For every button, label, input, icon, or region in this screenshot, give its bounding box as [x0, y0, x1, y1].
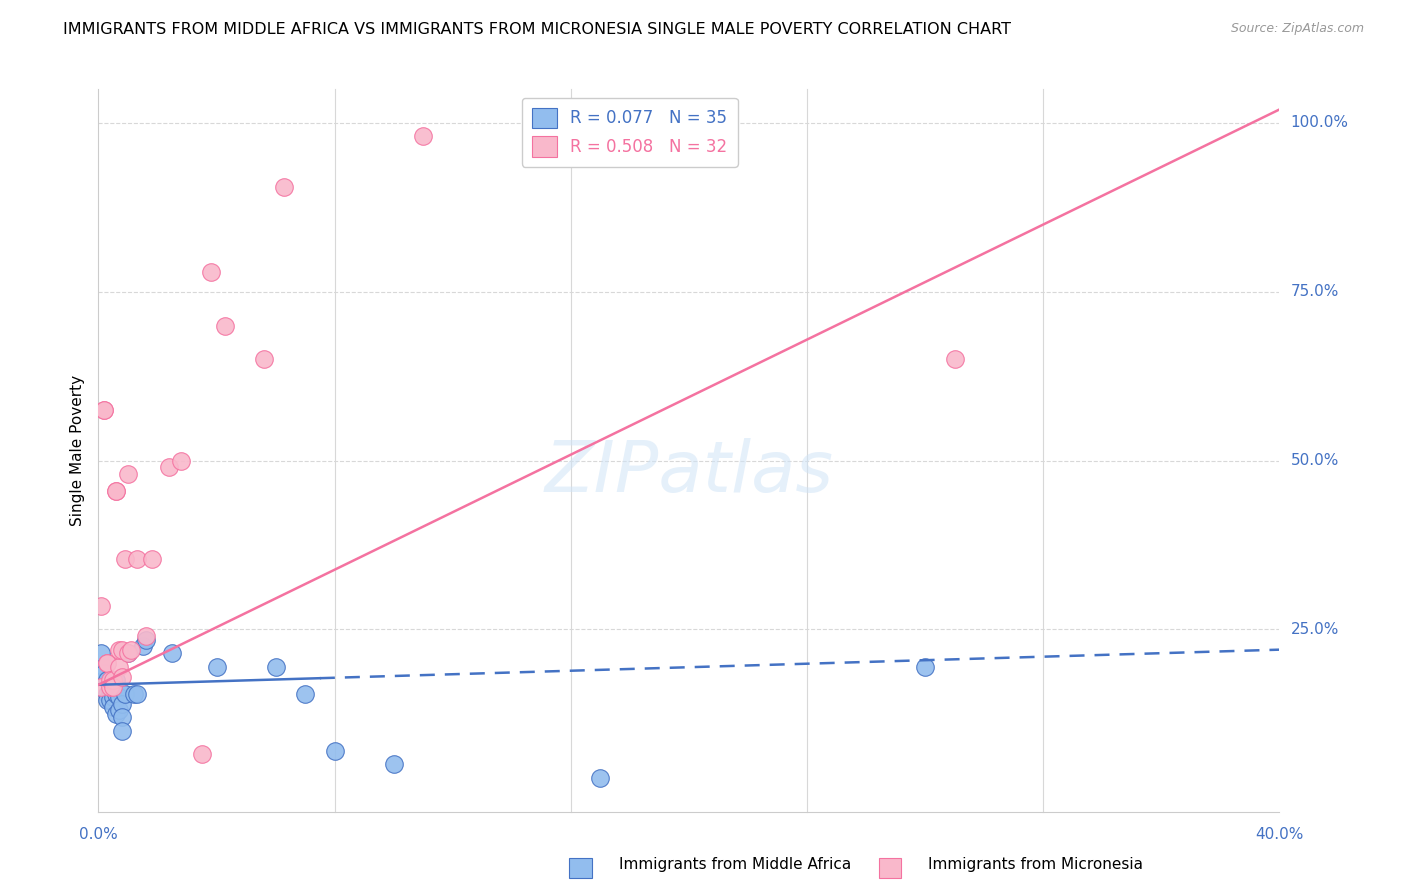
- Point: [117, 646, 139, 660]
- Point: [108, 683, 131, 698]
- Point: [141, 551, 163, 566]
- Point: [191, 747, 214, 762]
- Point: [117, 646, 139, 660]
- Point: [132, 640, 155, 654]
- Text: 40.0%: 40.0%: [1256, 828, 1303, 843]
- Text: 0.0%: 0.0%: [79, 828, 118, 843]
- Point: [253, 352, 276, 367]
- Point: [323, 744, 346, 758]
- Point: [90, 599, 112, 613]
- Point: [200, 264, 222, 278]
- Point: [135, 629, 157, 643]
- Point: [103, 680, 125, 694]
- Point: [214, 318, 236, 333]
- Legend: R = 0.077   N = 35, R = 0.508   N = 32: R = 0.077 N = 35, R = 0.508 N = 32: [522, 97, 738, 167]
- Point: [205, 659, 228, 673]
- Point: [122, 687, 145, 701]
- Point: [114, 687, 136, 701]
- Point: [412, 129, 434, 144]
- Point: [105, 483, 128, 498]
- Point: [125, 551, 148, 566]
- Point: [96, 656, 118, 670]
- Point: [96, 673, 118, 687]
- Point: [294, 687, 316, 701]
- Point: [382, 757, 405, 772]
- Point: [98, 683, 121, 698]
- Point: [108, 703, 131, 717]
- Point: [114, 551, 136, 566]
- Text: 100.0%: 100.0%: [1291, 115, 1348, 130]
- Point: [103, 690, 125, 704]
- Point: [98, 673, 121, 687]
- Point: [90, 646, 112, 660]
- Point: [93, 666, 115, 681]
- Point: [105, 706, 128, 721]
- Point: [273, 180, 295, 194]
- Point: [943, 352, 966, 367]
- Point: [96, 687, 118, 701]
- Point: [90, 680, 112, 694]
- Point: [589, 771, 612, 785]
- Point: [105, 673, 128, 687]
- Text: Immigrants from Middle Africa: Immigrants from Middle Africa: [619, 857, 851, 872]
- Point: [111, 697, 134, 711]
- Point: [103, 673, 125, 687]
- Point: [98, 676, 121, 690]
- Point: [105, 483, 128, 498]
- Text: IMMIGRANTS FROM MIDDLE AFRICA VS IMMIGRANTS FROM MICRONESIA SINGLE MALE POVERTY : IMMIGRANTS FROM MIDDLE AFRICA VS IMMIGRA…: [63, 22, 1011, 37]
- Point: [103, 700, 125, 714]
- Point: [108, 659, 131, 673]
- Point: [105, 687, 128, 701]
- Point: [93, 403, 115, 417]
- Point: [93, 403, 115, 417]
- Point: [111, 710, 134, 724]
- Text: Source: ZipAtlas.com: Source: ZipAtlas.com: [1230, 22, 1364, 36]
- Text: 75.0%: 75.0%: [1291, 285, 1339, 300]
- Point: [108, 690, 131, 704]
- Point: [157, 460, 180, 475]
- Point: [103, 680, 125, 694]
- Point: [108, 642, 131, 657]
- Point: [98, 680, 121, 694]
- Point: [96, 656, 118, 670]
- Point: [162, 646, 183, 660]
- Point: [120, 642, 142, 657]
- Point: [111, 670, 134, 684]
- Point: [125, 687, 148, 701]
- Point: [93, 659, 115, 673]
- Point: [111, 642, 134, 657]
- Text: ZIPatlas: ZIPatlas: [544, 438, 834, 507]
- Text: Immigrants from Micronesia: Immigrants from Micronesia: [928, 857, 1143, 872]
- Text: 50.0%: 50.0%: [1291, 453, 1339, 468]
- Text: 25.0%: 25.0%: [1291, 622, 1339, 637]
- Point: [135, 632, 157, 647]
- Y-axis label: Single Male Poverty: Single Male Poverty: [70, 375, 86, 526]
- Point: [264, 659, 287, 673]
- Point: [96, 693, 118, 707]
- Point: [117, 467, 139, 481]
- Point: [170, 453, 193, 467]
- Point: [914, 659, 936, 673]
- Point: [111, 723, 134, 738]
- Point: [98, 693, 121, 707]
